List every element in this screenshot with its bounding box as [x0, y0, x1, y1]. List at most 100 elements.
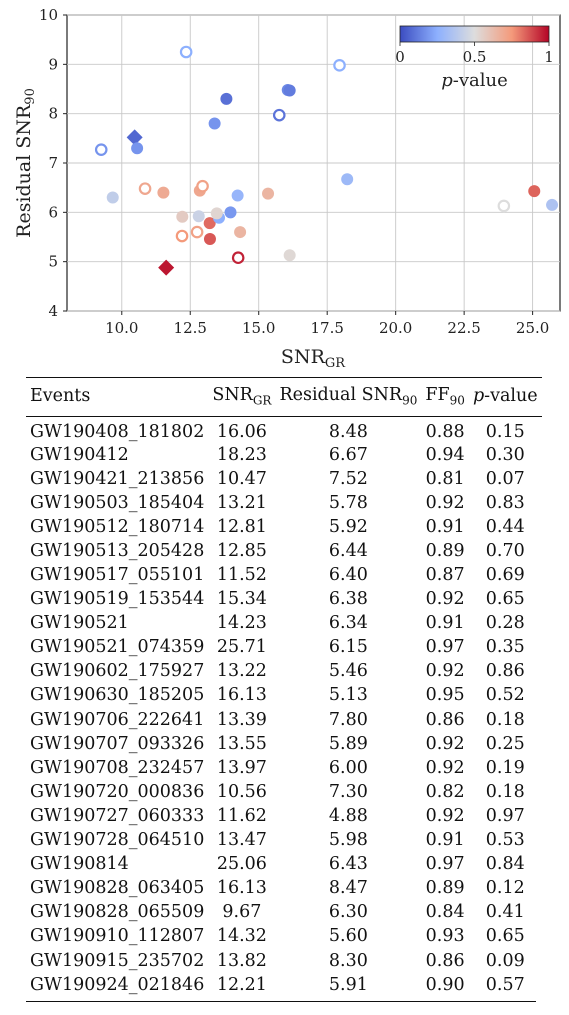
- snr-gr-cell: 10.47: [216, 468, 267, 489]
- data-point-open: [231, 251, 245, 265]
- snr-gr-cell: 15.34: [216, 589, 267, 610]
- data-point: [192, 210, 205, 223]
- event-name-cell: GW190521_074359: [30, 637, 205, 658]
- event-name-cell: GW190708_232457: [30, 757, 205, 778]
- table-row: GW190512_180714 12.81 5.92 0.91 0.44: [26, 515, 542, 539]
- data-point: [106, 191, 119, 204]
- table-row: GW190517_055101 11.52 6.40 0.87 0.69: [26, 563, 542, 587]
- ff-cell: 0.88: [425, 421, 465, 442]
- event-name-cell: GW190519_153544: [30, 589, 205, 610]
- residual-snr-cell: 4.88: [328, 805, 368, 826]
- residual-snr-cell: 6.30: [328, 902, 368, 923]
- p-value-cell: 0.28: [485, 613, 525, 634]
- table-row: GW190421_213856 10.47 7.52 0.81 0.07: [26, 467, 542, 491]
- data-point: [283, 249, 296, 262]
- data-point: [283, 84, 296, 97]
- table-header-row: Events SNRGR Residual SNR90 FF90 p-value: [26, 378, 542, 417]
- snr-gr-cell: 13.55: [216, 733, 267, 754]
- data-point: [234, 226, 247, 239]
- y-tick-label: 7: [48, 154, 58, 172]
- residual-snr-cell: 6.38: [328, 589, 368, 610]
- residual-snr-cell: 5.13: [328, 685, 368, 706]
- table-row: GW190814 25.06 6.43 0.97 0.84: [26, 852, 542, 876]
- residual-snr-cell: 6.00: [328, 757, 368, 778]
- table-row: GW190521 14.23 6.34 0.91 0.28: [26, 611, 542, 635]
- snr-gr-cell: 13.22: [216, 661, 267, 682]
- event-name-cell: GW190503_185404: [30, 492, 205, 513]
- p-value-cell: 0.83: [485, 492, 525, 513]
- table-row: GW190602_175927 13.22 5.46 0.92 0.86: [26, 659, 542, 683]
- p-value-cell: 0.97: [485, 805, 525, 826]
- ff-cell: 0.87: [425, 565, 465, 586]
- table-row: GW190828_063405 16.13 8.47 0.89 0.12: [26, 876, 542, 900]
- residual-snr-cell: 6.40: [328, 565, 368, 586]
- table-row: GW190707_093326 13.55 5.89 0.92 0.25: [26, 732, 542, 756]
- ff-cell: 0.92: [425, 492, 465, 513]
- event-name-cell: GW190814: [30, 854, 129, 875]
- table-row: GW190924_021846 12.21 5.91 0.90 0.57: [26, 973, 542, 997]
- event-name-cell: GW190924_021846: [30, 974, 205, 995]
- p-value-cell: 0.41: [485, 902, 525, 923]
- residual-snr-cell: 7.80: [328, 709, 368, 730]
- residual-snr-cell: 5.78: [328, 492, 368, 513]
- residual-snr-cell: 6.43: [328, 854, 368, 875]
- data-point: [231, 189, 244, 202]
- ff-cell: 0.97: [425, 854, 465, 875]
- residual-snr-cell: 8.47: [328, 878, 368, 899]
- event-name-cell: GW190513_205428: [30, 540, 205, 561]
- ff-cell: 0.89: [425, 878, 465, 899]
- x-tick-label: 20.0: [379, 319, 412, 337]
- ff-cell: 0.95: [425, 685, 465, 706]
- snr-gr-cell: 12.85: [216, 540, 267, 561]
- snr-gr-cell: 16.13: [216, 878, 267, 899]
- event-name-cell: GW190512_180714: [30, 516, 205, 537]
- p-value-cell: 0.15: [485, 421, 525, 442]
- table-bottom-rule: [26, 1001, 536, 1002]
- events-table: Events SNRGR Residual SNR90 FF90 p-value…: [26, 377, 542, 997]
- ff-cell: 0.97: [425, 637, 465, 658]
- table-row: GW190910_112807 14.32 5.60 0.93 0.65: [26, 924, 542, 948]
- event-name-cell: GW190421_213856: [30, 468, 205, 489]
- p-value-cell: 0.19: [485, 757, 525, 778]
- y-tick-label: 4: [48, 302, 58, 320]
- data-point: [546, 198, 559, 211]
- residual-snr-cell: 8.48: [328, 421, 368, 442]
- table-row: GW190408_181802 16.06 8.48 0.88 0.15: [26, 416, 542, 443]
- axis-ticks: 10.0 12.5 15.0 17.5 20.0 22.5 25.0 4 5 6 7 8 9 10: [39, 6, 549, 337]
- table-row: GW190828_065509 9.67 6.30 0.84 0.41: [26, 900, 542, 924]
- residual-snr-cell: 5.91: [328, 974, 368, 995]
- p-value-cell: 0.30: [485, 444, 525, 465]
- table-row: GW190706_222641 13.39 7.80 0.86 0.18: [26, 708, 542, 732]
- table-body: GW190408_181802 16.06 8.48 0.88 0.15 GW190412…: [26, 416, 542, 997]
- data-point: [341, 173, 354, 186]
- p-value-cell: 0.09: [485, 950, 525, 971]
- snr-gr-cell: 10.56: [216, 781, 267, 802]
- p-value-cell: 0.53: [485, 830, 525, 851]
- p-value-cell: 0.70: [485, 540, 525, 561]
- data-point: [220, 92, 233, 105]
- residual-snr-cell: 5.89: [328, 733, 368, 754]
- residual-snr-cell: 5.98: [328, 830, 368, 851]
- x-tick-label: 15.0: [242, 319, 275, 337]
- table-row: GW190519_153544 15.34 6.38 0.92 0.65: [26, 587, 542, 611]
- snr-gr-cell: 12.21: [216, 974, 267, 995]
- ff-cell: 0.82: [425, 781, 465, 802]
- data-point: [208, 117, 221, 130]
- event-name-cell: GW190828_063405: [30, 878, 205, 899]
- p-value-cell: 0.65: [485, 589, 525, 610]
- ff-cell: 0.84: [425, 902, 465, 923]
- snr-gr-cell: 11.62: [216, 805, 267, 826]
- data-point-open: [196, 179, 209, 193]
- residual-snr-cell: 7.52: [328, 468, 368, 489]
- x-tick-label: 17.5: [310, 319, 343, 337]
- header-events: Events: [30, 386, 91, 407]
- ff-cell: 0.92: [425, 733, 465, 754]
- snr-gr-cell: 16.13: [216, 685, 267, 706]
- residual-snr-cell: 6.15: [328, 637, 368, 658]
- data-point: [262, 187, 275, 200]
- event-name-cell: GW190630_185205: [30, 685, 205, 706]
- data-point-open: [190, 225, 204, 239]
- residual-snr-cell: 5.60: [328, 926, 368, 947]
- snr-gr-cell: 25.71: [216, 637, 267, 658]
- data-point: [131, 142, 144, 155]
